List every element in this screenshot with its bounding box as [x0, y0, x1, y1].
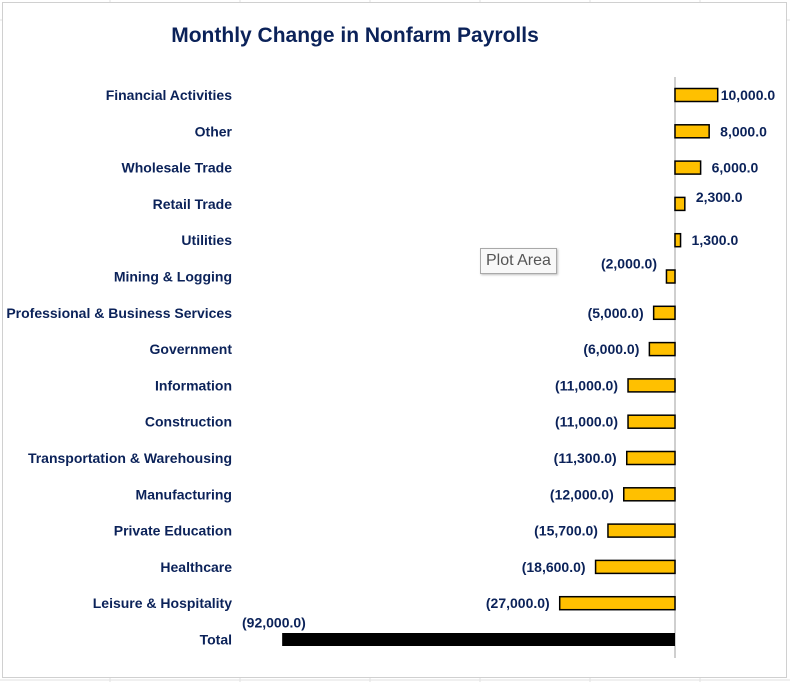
data-label: 2,300.0 — [696, 189, 743, 205]
data-label: (11,300.0) — [554, 450, 617, 466]
data-label: (6,000.0) — [583, 341, 639, 357]
category-label: Transportation & Warehousing — [28, 450, 232, 466]
data-label: (11,000.0) — [555, 377, 618, 393]
category-label: Leisure & Hospitality — [93, 595, 232, 611]
data-label: (5,000.0) — [588, 305, 644, 321]
data-bar — [627, 378, 676, 393]
total-bar — [282, 633, 675, 646]
category-label: Financial Activities — [106, 87, 233, 103]
data-bar — [674, 196, 686, 212]
data-bar — [665, 269, 676, 284]
category-label: Utilities — [181, 232, 232, 248]
category-label: Mining & Logging — [114, 269, 232, 285]
chart-title: Monthly Change in Nonfarm Payrolls — [171, 24, 539, 47]
data-label: 1,300.0 — [692, 232, 739, 248]
data-bar — [674, 160, 702, 175]
data-bar — [627, 414, 676, 429]
category-label: Wholesale Trade — [122, 160, 233, 176]
data-bar — [607, 523, 676, 538]
category-label: Government — [150, 341, 233, 357]
data-bar — [652, 305, 676, 321]
category-label: Healthcare — [160, 559, 232, 575]
category-label: Retail Trade — [153, 196, 233, 212]
data-label: (11,000.0) — [555, 414, 618, 430]
data-label: (18,600.0) — [522, 559, 586, 575]
category-label: Total — [200, 632, 232, 648]
data-label: (2,000.0) — [601, 256, 657, 272]
category-label: Manufacturing — [136, 486, 232, 502]
data-bar — [674, 87, 719, 103]
category-label: Private Education — [114, 523, 232, 539]
data-label: 10,000.0 — [721, 87, 776, 103]
data-label: (27,000.0) — [486, 595, 550, 611]
data-bar — [674, 232, 682, 248]
data-bar — [558, 595, 676, 611]
data-label: 8,000.0 — [720, 123, 767, 139]
data-label: (92,000.0) — [242, 615, 306, 631]
data-label: (15,700.0) — [534, 523, 598, 539]
category-label: Construction — [145, 414, 232, 430]
category-label: Other — [195, 123, 233, 139]
data-label: (12,000.0) — [550, 486, 614, 502]
data-bar — [623, 487, 676, 502]
data-label: 6,000.0 — [712, 160, 759, 176]
data-bar — [625, 450, 676, 466]
data-bar — [674, 124, 710, 139]
data-bar — [648, 341, 676, 357]
data-bar — [594, 559, 676, 575]
category-label: Professional & Business Services — [6, 305, 232, 321]
plot-area-tooltip: Plot Area — [480, 248, 557, 274]
category-label: Information — [155, 377, 232, 393]
